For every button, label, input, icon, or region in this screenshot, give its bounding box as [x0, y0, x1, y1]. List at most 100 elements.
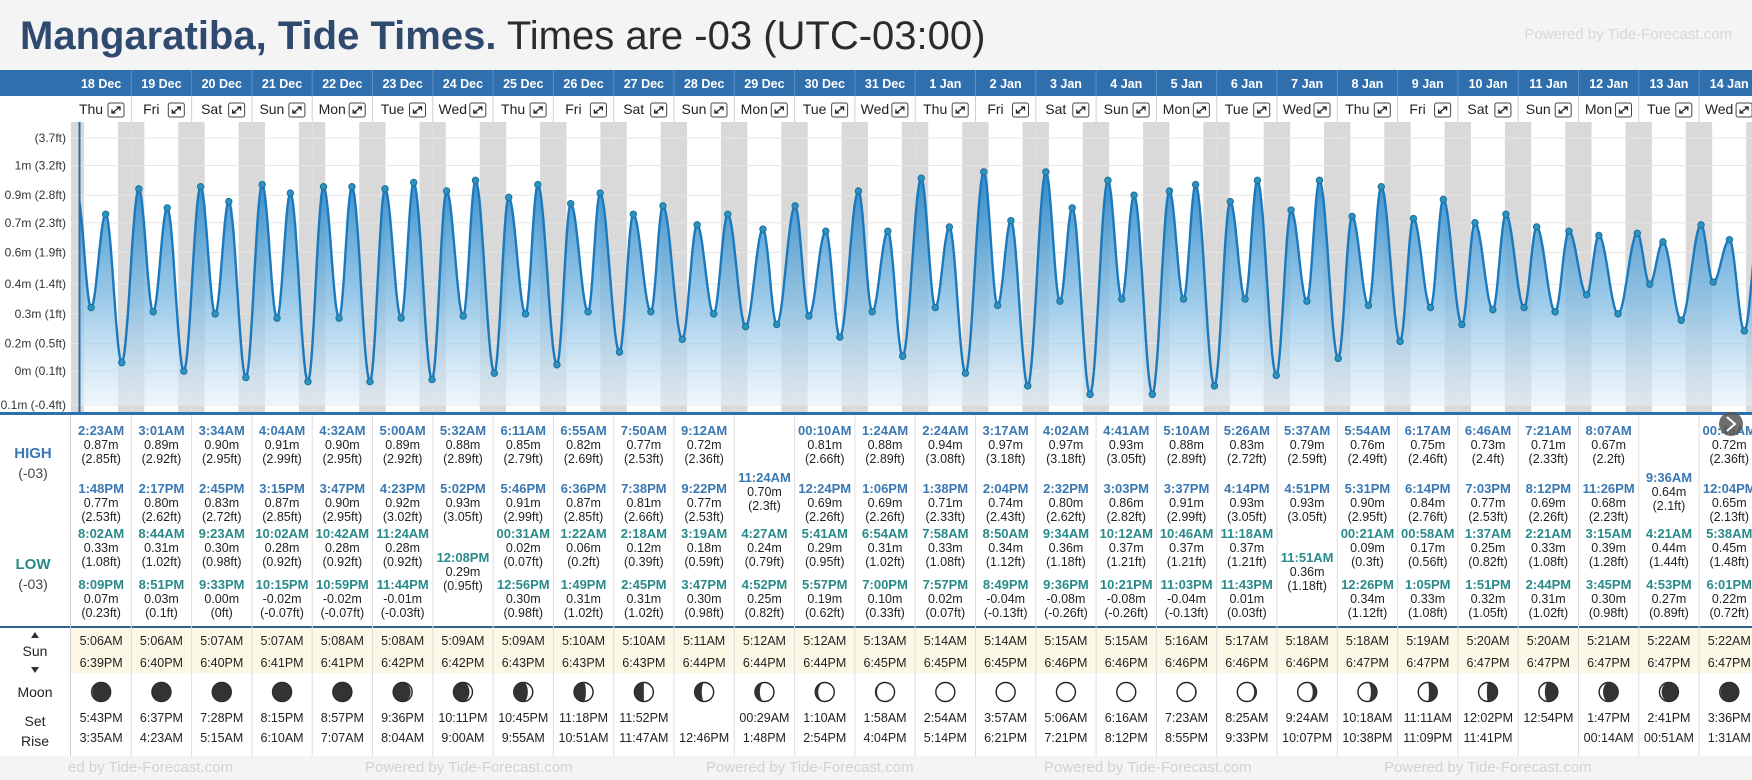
high-tide-time: 3:01AM [138, 423, 184, 438]
high-tide-time: 5:54AM [1344, 423, 1390, 438]
moonrise-time: 12:46PM [679, 731, 729, 745]
high-tide-height-ft: (2.62ft) [1046, 510, 1086, 524]
low-tide-time: 2:44PM [1526, 577, 1572, 592]
moon-shadow [1486, 682, 1498, 702]
expand-icon[interactable] [710, 102, 728, 118]
expand-icon[interactable] [107, 102, 125, 118]
expand-icon[interactable] [1615, 102, 1632, 118]
high-tide-height-m: 0.70m [747, 485, 782, 499]
high-tide-height-m: 0.77m [84, 496, 119, 510]
moonrise-time: 8:12PM [1105, 731, 1148, 745]
tide-point [163, 204, 171, 212]
sunset-time: 6:46PM [1105, 656, 1148, 670]
expand-icon[interactable] [1072, 102, 1090, 118]
date-label: 4 Jan [1110, 77, 1142, 91]
moonset-time: 6:16AM [1105, 711, 1148, 725]
low-tide-height-ft: (0.92ft) [262, 555, 302, 569]
high-tide-height-m: 0.68m [1591, 496, 1626, 510]
low-tide-time: 00:31AM [497, 526, 550, 541]
moonrise-time: 4:04PM [864, 731, 907, 745]
tide-point [980, 168, 988, 176]
expand-icon[interactable] [589, 102, 607, 118]
high-tide-height-m: 0.90m [1350, 496, 1385, 510]
low-tide-time: 12:26PM [1341, 577, 1394, 592]
low-tide-time: 11:03PM [1161, 577, 1213, 592]
high-label: HIGH [14, 445, 52, 462]
high-tide-time: 3:34AM [199, 423, 245, 438]
low-tide-height-ft: (1.08ft) [1529, 555, 1569, 569]
weekday-label: Fri [565, 101, 581, 117]
sunset-time: 6:43PM [502, 656, 545, 670]
high-tide-height-ft: (2.79ft) [503, 452, 543, 466]
expand-icon-arrow [231, 106, 242, 114]
expand-icon[interactable] [1554, 102, 1572, 118]
expand-icon-arrow [1679, 106, 1689, 114]
expand-icon[interactable] [1253, 102, 1271, 118]
moonrise-time: 1:48PM [743, 731, 786, 745]
expand-icon-arrow [1739, 106, 1749, 114]
expand-icon[interactable] [770, 102, 788, 118]
expand-icon[interactable] [469, 102, 487, 118]
high-tide-time: 4:23PM [380, 481, 426, 496]
tide-point [1458, 320, 1466, 329]
expand-icon[interactable] [409, 102, 426, 118]
expand-icon[interactable] [1373, 102, 1391, 118]
moonrise-time: 10:38PM [1342, 731, 1392, 745]
tide-point [741, 322, 750, 331]
expand-icon[interactable] [951, 102, 969, 118]
expand-icon[interactable] [529, 102, 547, 118]
high-tide-height-ft: (2.92ft) [142, 452, 182, 466]
weekday-label: Wed [1283, 101, 1312, 117]
expand-icon[interactable] [1675, 102, 1693, 118]
high-tide-height-ft: (2.76ft) [1408, 510, 1448, 524]
expand-icon[interactable] [891, 102, 909, 118]
high-tide-time: 5:00AM [380, 423, 426, 438]
expand-icon[interactable] [1494, 102, 1512, 118]
sunset-time: 6:47PM [1346, 656, 1389, 670]
high-tide-height-m: 0.91m [506, 496, 541, 510]
high-tide-height-m: 0.77m [687, 496, 722, 510]
low-tide-time: 10:21PM [1100, 577, 1153, 592]
high-tide-height-m: 0.87m [265, 496, 300, 510]
expand-icon[interactable] [1313, 102, 1331, 118]
tide-point [1633, 229, 1641, 238]
high-tide-height-m: 0.84m [1410, 496, 1445, 510]
low-tide-height-m: 0.33m [84, 541, 119, 555]
weekday-label: Wed [861, 101, 890, 117]
sunset-time: 6:42PM [441, 656, 484, 670]
expand-icon[interactable] [1132, 102, 1150, 118]
low-tide-height-m: 0.25m [747, 592, 782, 606]
sunset-time: 6:40PM [140, 656, 183, 670]
expand-icon[interactable] [288, 102, 306, 118]
expand-icon[interactable] [228, 102, 246, 118]
low-tide-height-ft: (1.05ft) [1468, 606, 1508, 620]
low-tide-height-m: 0.09m [1350, 541, 1385, 555]
expand-icon[interactable] [1434, 102, 1452, 118]
date-label: 19 Dec [141, 77, 181, 91]
high-tide-height-ft: (2.66ft) [624, 510, 664, 524]
sunrise-time: 5:11AM [683, 634, 725, 648]
scroll-right-button[interactable] [1719, 412, 1743, 436]
expand-icon[interactable] [1735, 102, 1752, 118]
high-tide-time: 6:55AM [560, 423, 606, 438]
low-tide-height-ft: (1.08ft) [81, 555, 121, 569]
footer-watermark-item: Powered by Tide-Forecast.com [365, 759, 573, 776]
low-tide-height-ft: (0.07ft) [926, 606, 966, 620]
expand-icon[interactable] [1012, 102, 1029, 118]
high-tide-height-ft: (3.05ft) [1227, 510, 1267, 524]
tide-point [1471, 219, 1479, 227]
expand-icon[interactable] [348, 102, 366, 118]
low-tide-height-ft: (-0.13ft) [1165, 606, 1209, 620]
high-tide-height-m: 0.77m [1471, 496, 1506, 510]
expand-icon[interactable] [650, 102, 668, 118]
expand-icon[interactable] [167, 102, 185, 118]
low-tide-time: 6:54AM [862, 526, 908, 541]
expand-icon[interactable] [1192, 102, 1210, 118]
low-tide-height-ft: (1.12ft) [986, 555, 1026, 569]
low-tide-height-ft: (0.39ft) [624, 555, 664, 569]
tide-area [79, 171, 1752, 405]
expand-icon-arrow [111, 106, 121, 114]
high-tide-time: 3:03PM [1103, 481, 1149, 496]
expand-icon[interactable] [831, 102, 849, 118]
expand-icon-arrow [955, 106, 965, 114]
